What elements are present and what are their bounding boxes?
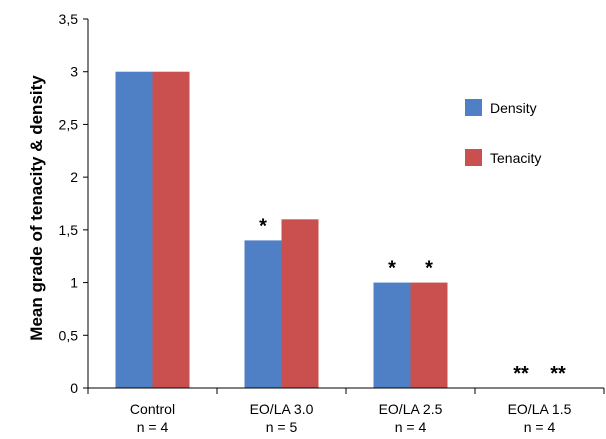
- legend-swatch-density: [465, 99, 482, 116]
- bar-tenacity: [152, 71, 190, 388]
- y-axis-ticks: 0 0,5 1 1,5 2 2,5 3 3,5: [59, 11, 88, 396]
- category-n-label: n = 4: [137, 419, 169, 435]
- category-n-label: n = 5: [266, 419, 298, 435]
- significance-marker: *: [425, 258, 433, 280]
- significance-marker: **: [513, 363, 529, 385]
- significance-marker: *: [259, 215, 267, 237]
- category-n-label: n = 4: [395, 419, 427, 435]
- y-tick-label: 3: [70, 64, 78, 80]
- bar-tenacity: [410, 282, 448, 388]
- significance-markers: ** *** **: [259, 215, 566, 385]
- axes: [87, 19, 605, 394]
- bar-tenacity: [281, 219, 319, 388]
- bar-density: [373, 282, 411, 388]
- y-tick-label: 0: [70, 380, 78, 396]
- category-label: Control: [130, 401, 175, 417]
- category-labels: Control n = 4 EO/LA 3.0 n = 5 EO/LA 2.5 n = 4…: [130, 401, 572, 435]
- legend-label-tenacity: Tenacity: [490, 150, 541, 166]
- category-n-label: n = 4: [524, 419, 556, 435]
- legend-swatch-tenacity: [465, 149, 482, 166]
- significance-marker: *: [388, 258, 396, 280]
- y-tick-label: 2: [70, 169, 78, 185]
- legend-label-density: Density: [490, 100, 537, 116]
- legend: Density Tenacity: [465, 99, 541, 166]
- y-tick-label: 3,5: [59, 11, 79, 27]
- y-axis-label: Mean grade of tenacity & density: [27, 75, 46, 341]
- category-label: EO/LA 3.0: [250, 401, 314, 417]
- bar-density: [244, 240, 282, 388]
- category-label: EO/LA 1.5: [508, 401, 572, 417]
- y-tick-label: 1,5: [59, 222, 79, 238]
- bar-density: [115, 71, 153, 388]
- category-label: EO/LA 2.5: [379, 401, 443, 417]
- y-tick-label: 2,5: [59, 116, 79, 132]
- bars: [115, 71, 448, 388]
- y-tick-label: 0,5: [59, 327, 79, 343]
- significance-marker: **: [550, 363, 566, 385]
- y-tick-label: 1: [70, 275, 78, 291]
